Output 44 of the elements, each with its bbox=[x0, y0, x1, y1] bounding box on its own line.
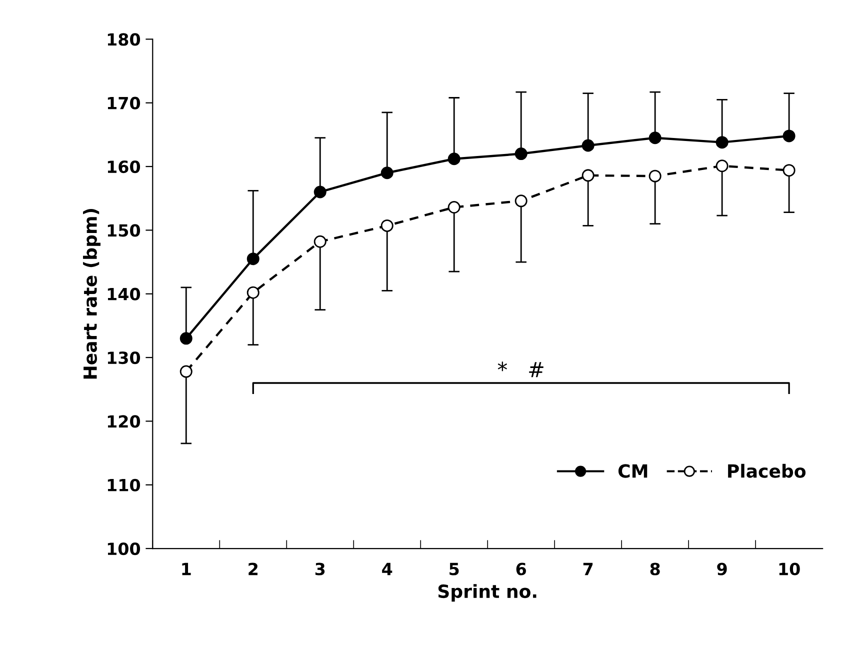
point bbox=[782, 164, 796, 177]
point bbox=[514, 148, 528, 160]
y-tick-label: 180 bbox=[108, 33, 140, 46]
y-tick-label: 170 bbox=[108, 96, 140, 110]
legend-label: Placebo bbox=[728, 464, 806, 478]
y-tick-label: 100 bbox=[108, 542, 140, 556]
point bbox=[716, 136, 728, 149]
x-tick-label: 6 bbox=[516, 562, 526, 576]
x-tick-label: 1 bbox=[182, 562, 191, 576]
legend-label: CM bbox=[618, 464, 648, 478]
y-tick-label: 130 bbox=[108, 351, 140, 364]
point bbox=[246, 252, 260, 266]
y-tick-label: 120 bbox=[108, 415, 140, 428]
x-tick-label: 4 bbox=[382, 562, 392, 576]
x-tick-label: 10 bbox=[779, 562, 800, 576]
point bbox=[448, 201, 460, 214]
point bbox=[314, 235, 326, 248]
x-tick-label: 8 bbox=[650, 562, 660, 576]
point bbox=[380, 166, 394, 180]
point bbox=[782, 130, 796, 142]
y-tick-label: 110 bbox=[108, 478, 140, 492]
x-tick-label: 2 bbox=[248, 562, 258, 576]
x-axis-title: Sprint no. bbox=[438, 584, 536, 602]
y-tick-label: 150 bbox=[108, 224, 140, 237]
y-tick-label: 140 bbox=[108, 288, 140, 300]
point bbox=[180, 332, 192, 345]
point bbox=[180, 365, 192, 378]
point bbox=[314, 186, 326, 198]
point bbox=[246, 286, 260, 299]
point bbox=[582, 169, 594, 182]
point bbox=[648, 170, 662, 182]
point bbox=[648, 132, 662, 144]
x-tick-label: 7 bbox=[583, 562, 593, 576]
point bbox=[716, 160, 728, 172]
x-tick-label: 9 bbox=[717, 562, 727, 576]
point bbox=[582, 139, 594, 152]
y-tick-label: 160 bbox=[108, 160, 140, 174]
y-axis-title: Heart rate (bpm) bbox=[83, 209, 100, 379]
point bbox=[380, 219, 394, 232]
x-tick-label: 5 bbox=[450, 562, 459, 576]
x-tick-label: 3 bbox=[315, 562, 325, 576]
annotation: * # bbox=[498, 362, 544, 378]
point bbox=[514, 194, 528, 208]
point bbox=[448, 152, 460, 166]
